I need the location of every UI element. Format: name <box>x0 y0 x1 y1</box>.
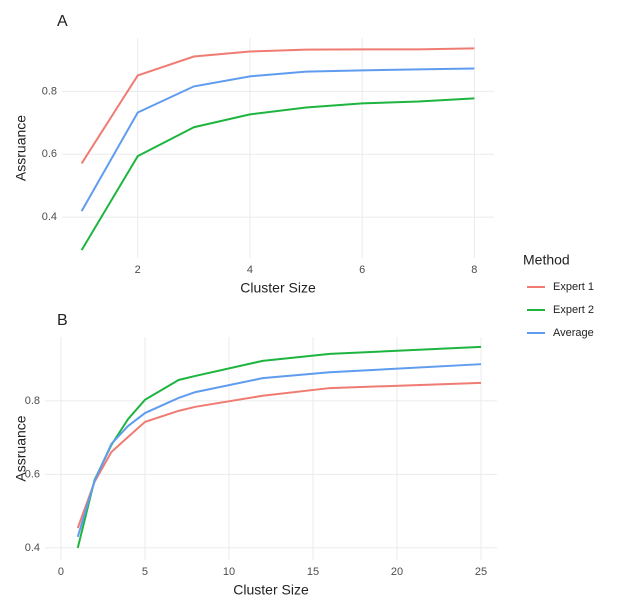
series-line <box>76 363 482 538</box>
panel-title: A <box>57 13 68 30</box>
x-tick-label: 5 <box>142 566 148 578</box>
legend-title: Method <box>523 252 570 268</box>
y-tick-label: 0.4 <box>25 542 40 554</box>
y-tick-label: 0.4 <box>42 211 57 223</box>
legend-label: Average <box>553 327 594 339</box>
series-line <box>80 47 475 164</box>
x-tick-label: 4 <box>247 264 253 276</box>
x-axis-label: Cluster Size <box>233 582 309 598</box>
panel-title: B <box>57 312 68 329</box>
y-tick-label: 0.8 <box>42 85 57 97</box>
x-tick-label: 0 <box>58 566 64 578</box>
x-tick-label: 15 <box>307 566 319 578</box>
series-line <box>80 67 475 212</box>
legend-label: Expert 1 <box>553 281 594 293</box>
y-tick-label: 0.8 <box>25 395 40 407</box>
x-tick-label: 25 <box>475 566 487 578</box>
series-line <box>80 97 475 251</box>
y-axis-label: Assruance <box>13 115 29 181</box>
y-tick-label: 0.6 <box>42 148 57 160</box>
series-line <box>76 381 482 529</box>
x-tick-label: 10 <box>223 566 235 578</box>
x-tick-label: 20 <box>391 566 403 578</box>
y-axis-label: Assruance <box>13 415 29 481</box>
x-tick-label: 2 <box>135 264 141 276</box>
x-tick-label: 8 <box>471 264 477 276</box>
x-axis-label: Cluster Size <box>240 280 316 296</box>
legend-label: Expert 2 <box>553 304 594 316</box>
x-tick-label: 6 <box>359 264 365 276</box>
y-tick-label: 0.6 <box>25 468 40 480</box>
